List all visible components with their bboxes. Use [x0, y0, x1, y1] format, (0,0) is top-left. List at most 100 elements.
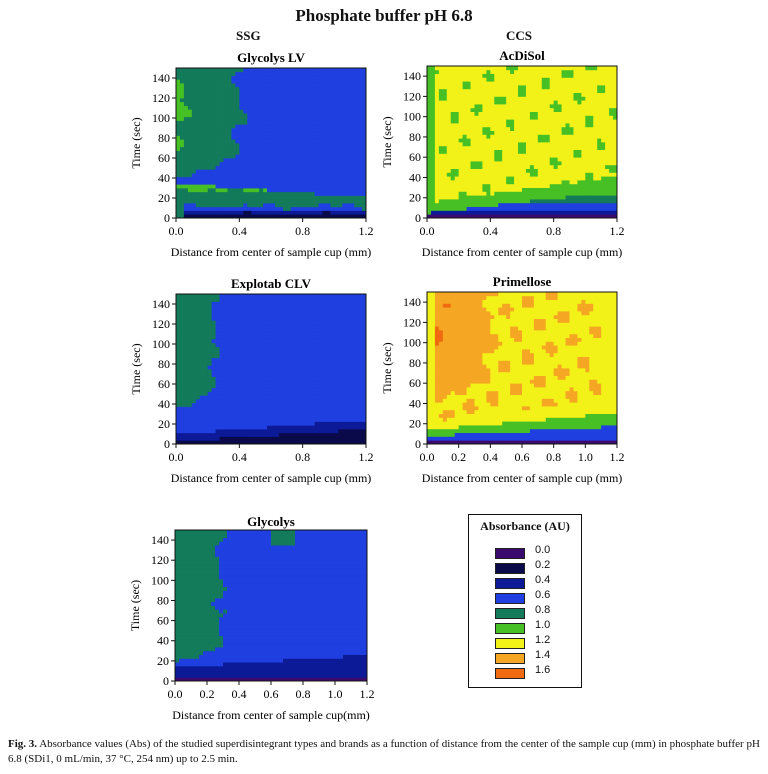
heatmap-cell [482, 138, 487, 143]
heatmap-cell [286, 71, 292, 76]
heatmap-cell [251, 324, 256, 329]
heatmap-cell [346, 210, 351, 215]
heatmap-cell [462, 115, 467, 120]
heatmap-cell [211, 203, 216, 208]
heatmap-cell [322, 173, 327, 178]
heatmap-cell [199, 191, 205, 196]
heatmap-cell [346, 146, 351, 151]
heatmap-cell [545, 107, 551, 112]
heatmap-cell [565, 81, 570, 86]
heatmap-cell [427, 126, 432, 131]
heatmap-cell [207, 203, 213, 208]
heatmap-cell [259, 294, 264, 299]
heatmap-cell [573, 202, 578, 207]
heatmap-cell [529, 81, 535, 86]
heatmap-cell [219, 199, 224, 204]
heatmap-cell [223, 199, 228, 204]
heatmap-cell [454, 157, 460, 162]
heatmap-cell [247, 440, 252, 445]
heatmap-cell [219, 361, 224, 366]
heatmap-cell [271, 68, 276, 73]
heatmap-cell [278, 105, 284, 110]
heatmap-cell [267, 71, 272, 76]
heatmap-cell [585, 96, 590, 101]
heatmap-cell [187, 124, 193, 129]
heatmap-cell [191, 350, 197, 355]
heatmap-cell [474, 206, 479, 211]
heatmap-cell [271, 165, 276, 170]
heatmap-cell [227, 169, 232, 174]
heatmap-cell [350, 109, 355, 114]
heatmap-cell [354, 94, 359, 99]
heatmap-cell [187, 421, 193, 426]
heatmap-cell [219, 105, 224, 110]
heatmap-cell [549, 157, 555, 162]
heatmap-cell [549, 195, 555, 200]
heatmap-cell [215, 402, 220, 407]
heatmap-cell [466, 69, 471, 74]
heatmap-cell [510, 202, 515, 207]
heatmap-cell [486, 180, 491, 185]
heatmap-cell [263, 90, 268, 95]
heatmap-cell [466, 119, 471, 124]
heatmap-cell [510, 161, 515, 166]
heatmap-cell [251, 158, 256, 163]
heatmap-cell [593, 180, 598, 185]
heatmap-cell [330, 86, 335, 91]
heatmap-cell [466, 123, 471, 128]
heatmap-cell [282, 173, 288, 178]
heatmap-cell [243, 135, 248, 140]
heatmap-cell [613, 92, 618, 97]
heatmap-cell [179, 384, 185, 389]
heatmap-cell [458, 199, 464, 204]
heatmap-cell [231, 432, 236, 437]
heatmap-cell [442, 187, 448, 192]
heatmap-cell [549, 206, 555, 211]
heatmap-cell [227, 350, 232, 355]
heatmap-cell [195, 369, 201, 374]
x-tick-label: 0.8 [295, 224, 310, 238]
heatmap-cell [203, 83, 209, 88]
heatmap-cell [450, 157, 456, 162]
heatmap-cell [231, 365, 236, 370]
heatmap-cell [223, 294, 228, 299]
heatmap-cell [274, 320, 280, 325]
heatmap-cell [346, 75, 351, 80]
heatmap-cell [350, 206, 355, 211]
heatmap-cell [522, 115, 527, 120]
heatmap-cell [310, 105, 315, 110]
heatmap-cell [454, 115, 460, 120]
heatmap-cell [438, 123, 444, 128]
heatmap-cell [310, 71, 315, 76]
heatmap-cell [259, 391, 264, 396]
heatmap-cell [274, 150, 280, 155]
heatmap-cell [294, 150, 300, 155]
heatmap-cell [310, 83, 315, 88]
heatmap-cell [474, 145, 479, 150]
heatmap-cell [298, 116, 304, 121]
heatmap-cell [239, 184, 244, 189]
heatmap-cell [239, 335, 244, 340]
heatmap-cell [203, 176, 209, 181]
heatmap-cell [211, 124, 216, 129]
heatmap-cell [195, 335, 201, 340]
heatmap-cell [577, 73, 582, 78]
heatmap-cell [545, 126, 551, 131]
heatmap-cell [434, 168, 440, 173]
heatmap-cell [541, 134, 547, 139]
heatmap-cell [227, 421, 232, 426]
heatmap-cell [342, 116, 347, 121]
heatmap-cell [239, 203, 244, 208]
heatmap-cell [482, 96, 487, 101]
heatmap-cell [267, 203, 272, 208]
heatmap-cell [176, 399, 181, 404]
heatmap-cell [179, 391, 185, 396]
heatmap-cell [227, 206, 232, 211]
heatmap-cell [326, 79, 331, 84]
heatmap-cell [581, 176, 586, 181]
heatmap-cell [179, 199, 185, 204]
heatmap-cell [298, 131, 304, 136]
heatmap-cell [466, 111, 471, 116]
heatmap-cell [302, 105, 308, 110]
heatmap-cell [247, 369, 252, 374]
